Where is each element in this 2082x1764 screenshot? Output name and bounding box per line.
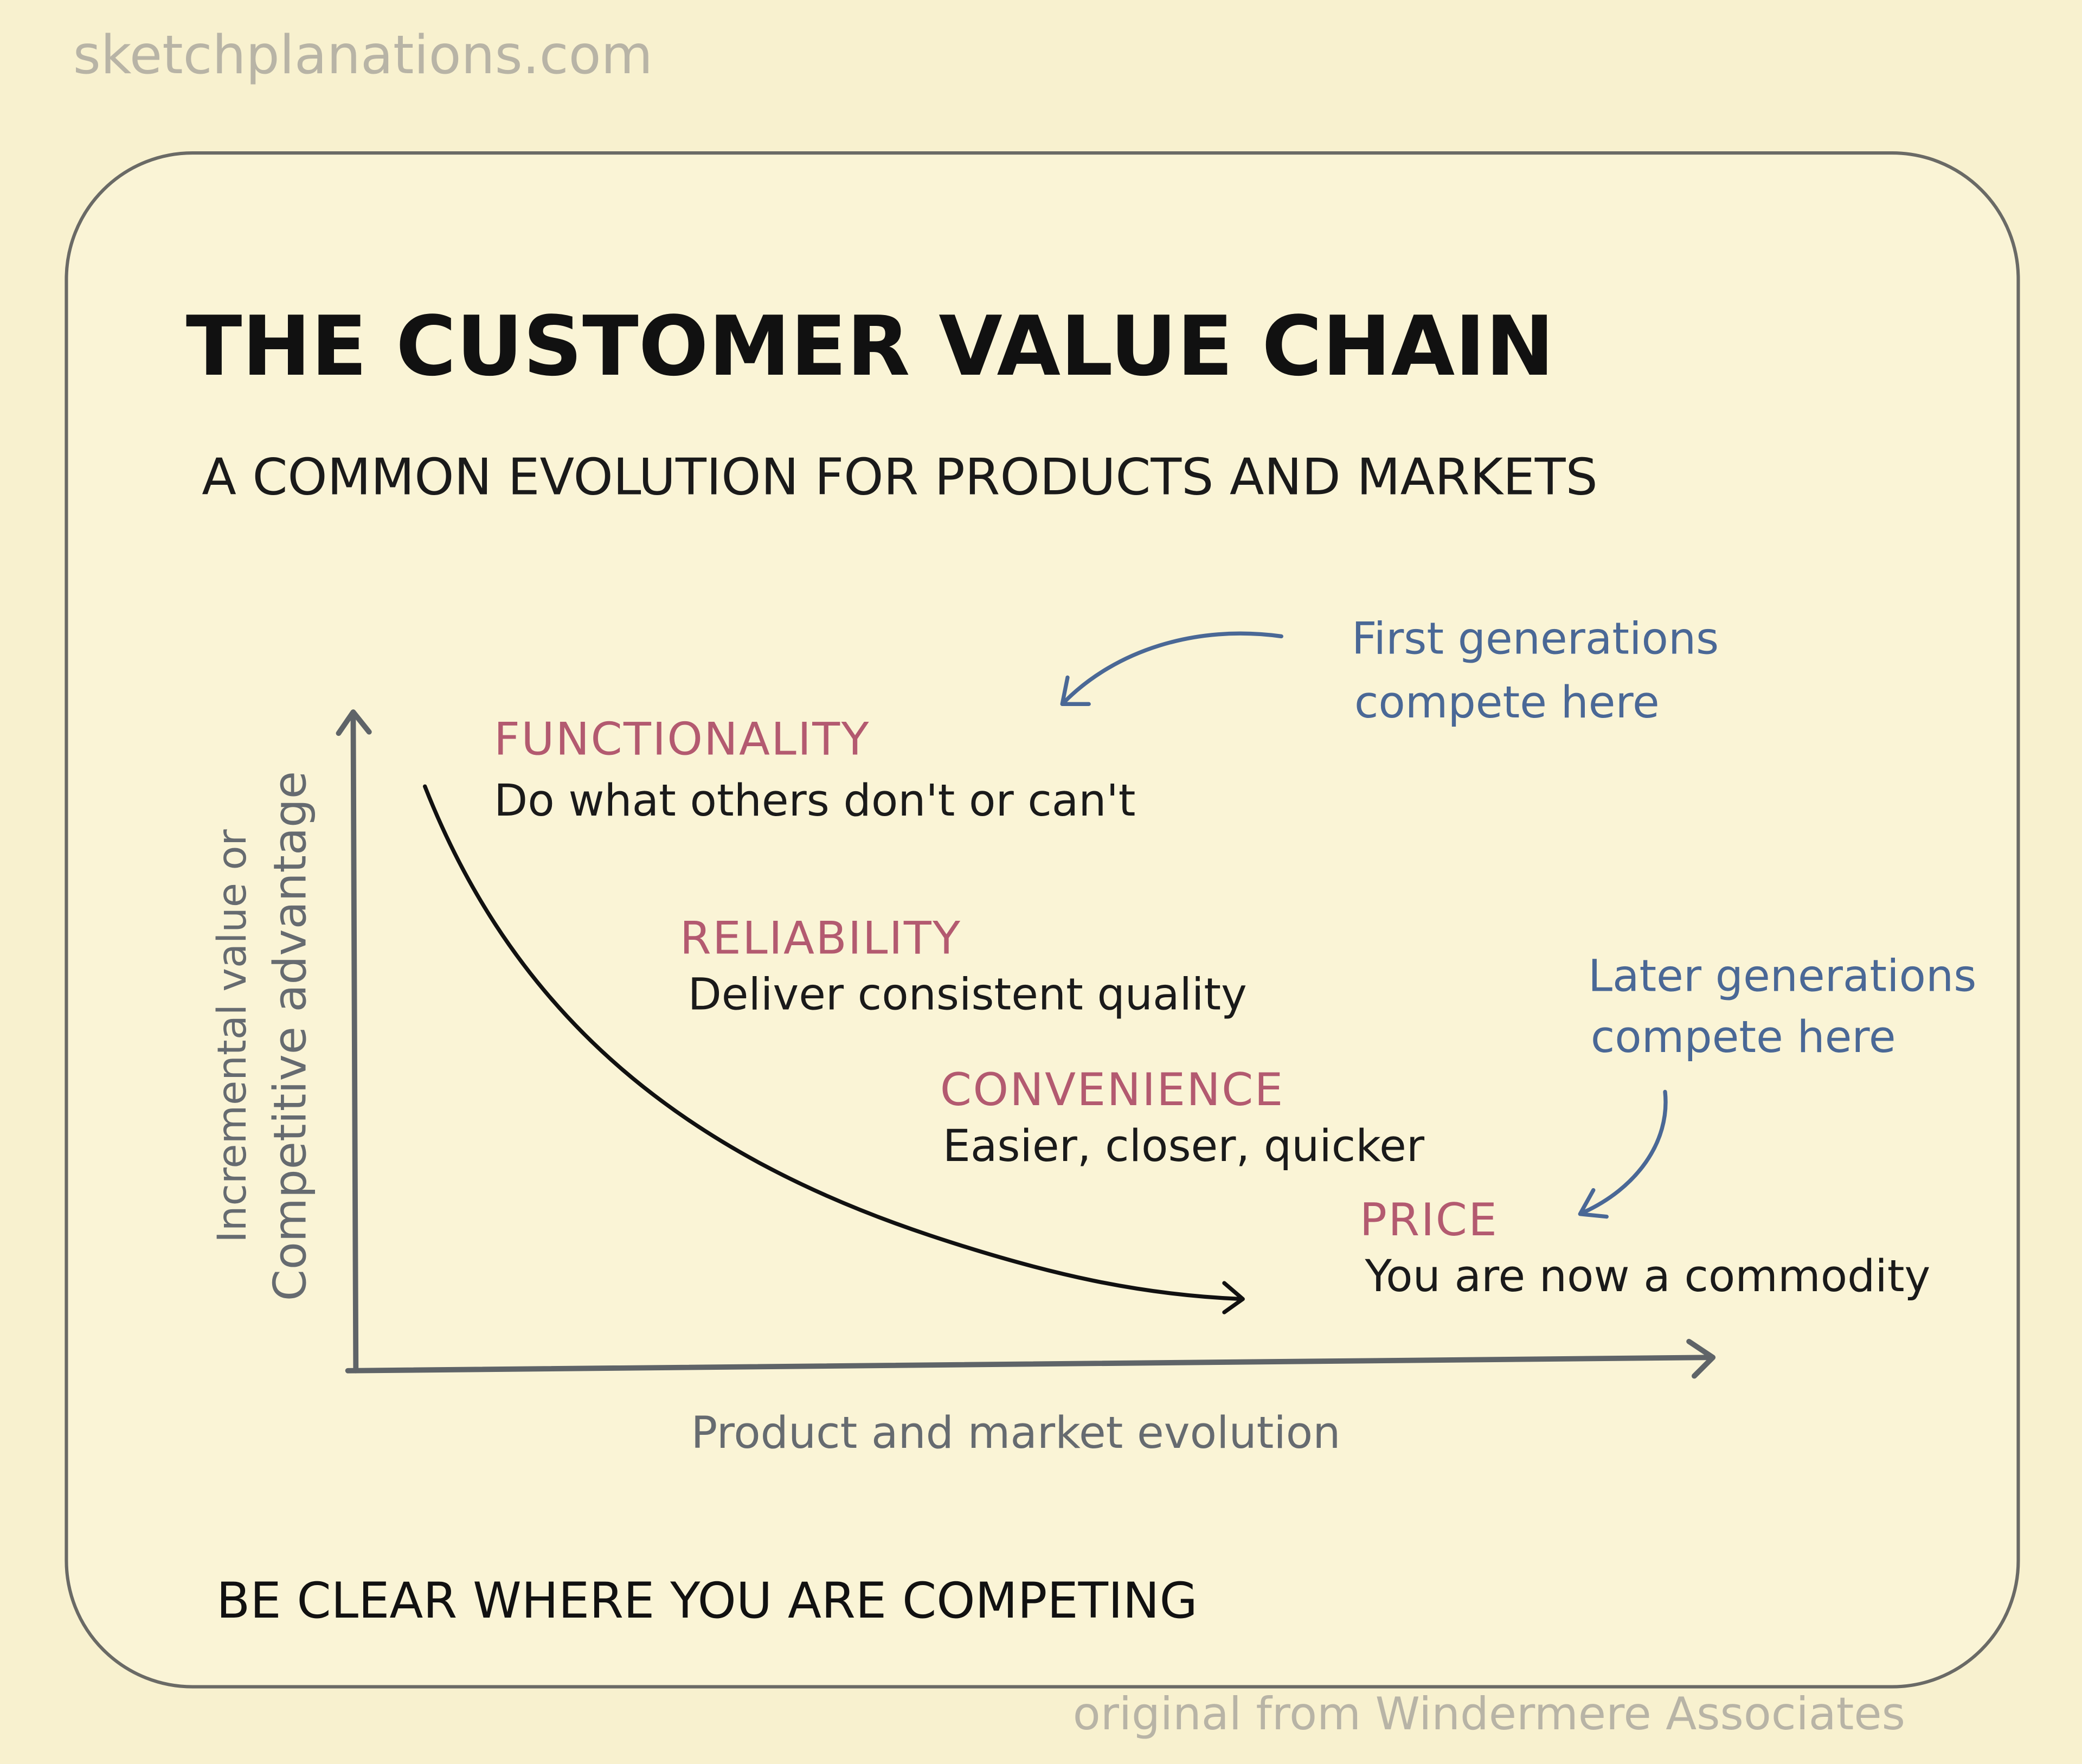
credit: original from Windermere Associates (1073, 1688, 1905, 1740)
stage-label: CONVENIENCE (940, 1063, 1284, 1116)
x-axis (345, 1355, 1713, 1374)
annotation: First generations (1352, 613, 1719, 664)
subtitle: A COMMON EVOLUTION FOR PRODUCTS AND MARK… (202, 447, 1597, 506)
site-name: sketchplanations.com (73, 24, 653, 86)
annotation-arrow (1063, 631, 1283, 704)
stage-description: You are now a commodity (1365, 1251, 1931, 1302)
stage-label: FUNCTIONALITY (494, 713, 870, 765)
annotation-arrow-head (1060, 675, 1091, 707)
curve (423, 784, 1244, 1301)
stage-description: Easier, closer, quicker (943, 1121, 1425, 1172)
annotation: Later generations (1588, 951, 1976, 1002)
stage-label: PRICE (1360, 1194, 1499, 1246)
card (65, 151, 2020, 1689)
annotation: compete here (1354, 677, 1660, 728)
x-axis-arrow (1686, 1338, 1716, 1379)
stage-description: Do what others don't or can't (494, 775, 1135, 826)
stage-description: Deliver consistent quality (688, 970, 1247, 1021)
y-axis (350, 712, 359, 1374)
title: THE CUSTOMER VALUE CHAIN (186, 298, 1554, 394)
y-axis-label: Competitive advantage (264, 771, 316, 1301)
stage-label: RELIABILITY (680, 912, 962, 965)
annotation-arrow (1580, 1089, 1668, 1215)
x-axis-label: Product and market evolution (691, 1408, 1340, 1459)
curve-arrow (1222, 1281, 1245, 1314)
footer: BE CLEAR WHERE YOU ARE COMPETING (216, 1573, 1197, 1630)
annotation-arrow-head (1578, 1188, 1609, 1219)
annotation: compete here (1591, 1012, 1896, 1063)
y-axis-label: Incremental value or (209, 829, 255, 1243)
y-axis-arrow (336, 709, 372, 736)
